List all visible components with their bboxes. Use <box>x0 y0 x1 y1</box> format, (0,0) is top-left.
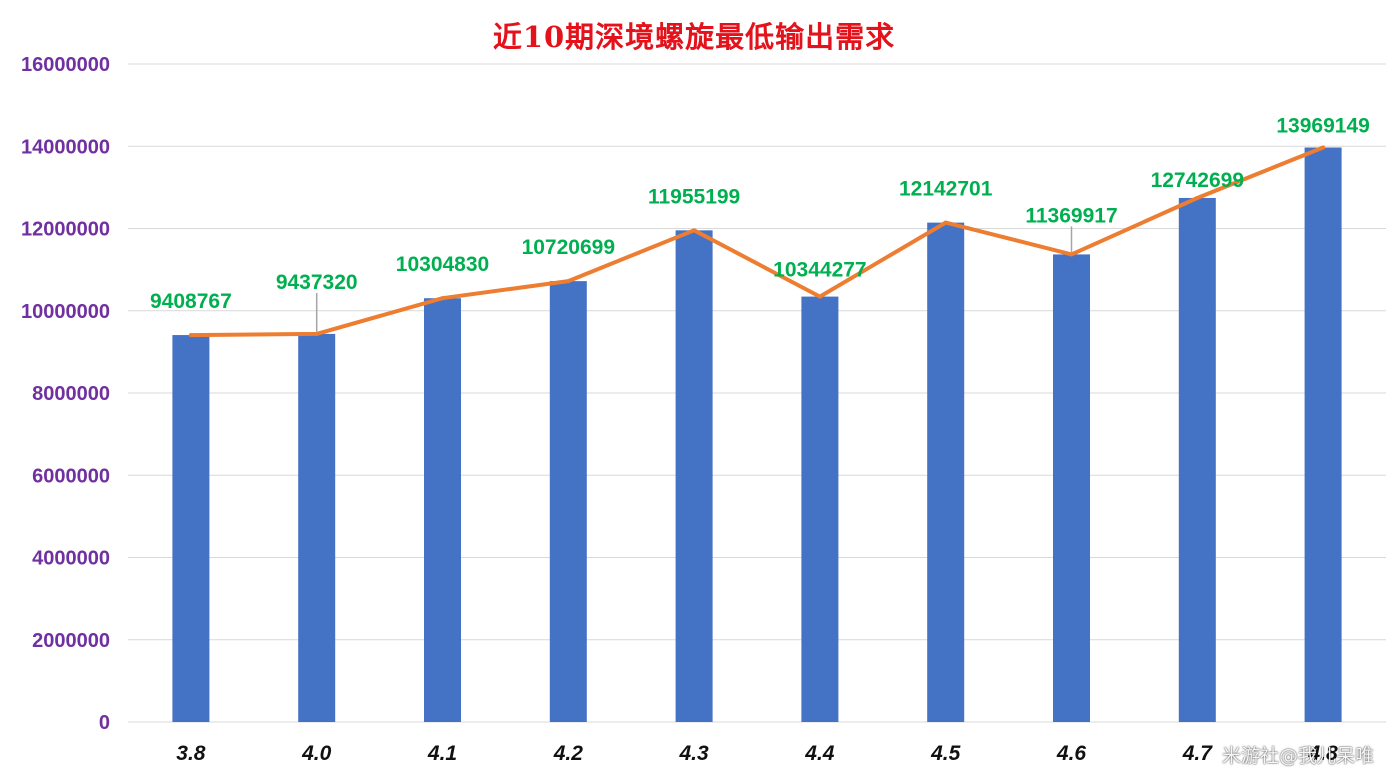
bar <box>424 298 461 722</box>
data-labels: 9408767 9437320 10304830 10720699 11955199 10… <box>150 115 1370 314</box>
bar <box>675 230 713 722</box>
bar <box>549 281 587 722</box>
x-tick-label: 4.8 <box>1307 742 1338 765</box>
line-point <box>943 220 948 225</box>
y-tick-label: 2000000 <box>32 630 110 652</box>
x-tick-label: 4.5 <box>930 742 961 765</box>
data-label: 13969149 <box>1276 115 1369 138</box>
line-point <box>692 228 697 233</box>
data-label: 12142701 <box>899 178 993 201</box>
data-label: 10720699 <box>522 236 615 259</box>
x-tick-label: 4.3 <box>678 742 709 765</box>
line-point <box>817 294 822 299</box>
chart-title: 近10期深境螺旋最低输出需求 <box>492 20 896 54</box>
x-tick-label: 4.4 <box>804 742 835 765</box>
watermark-text: 米游社@我儿呆唯 <box>1221 745 1374 767</box>
x-tick-label: 4.7 <box>1182 742 1214 765</box>
x-tick-label: 4.6 <box>1056 742 1087 765</box>
gridlines <box>128 63 1386 723</box>
y-tick-label: 16000000 <box>21 54 110 76</box>
y-tick-label: 0 <box>99 712 110 734</box>
line-point <box>566 279 571 284</box>
bar <box>927 222 965 723</box>
data-label: 10304830 <box>396 253 489 276</box>
data-label: 11369917 <box>1025 204 1117 227</box>
x-axis: 3.8 4.0 4.1 4.2 4.3 4.4 4.5 4.6 4.7 4.8 <box>176 742 1338 765</box>
x-tick-label: 4.2 <box>553 742 584 765</box>
y-tick-label: 10000000 <box>21 301 110 323</box>
trend-line <box>188 145 1326 338</box>
bar <box>172 335 210 722</box>
x-tick-label: 4.1 <box>427 742 457 765</box>
line-point <box>188 333 193 338</box>
data-label: 9408767 <box>150 290 232 313</box>
line-point <box>1321 145 1326 150</box>
x-tick-label: 4.0 <box>301 742 332 765</box>
line-point <box>440 296 445 301</box>
bar <box>298 333 336 722</box>
bar <box>1304 147 1342 723</box>
line-series <box>188 145 1326 338</box>
line-point <box>314 331 319 336</box>
label-leader-lines <box>315 226 1073 332</box>
y-tick-label: 4000000 <box>32 548 110 570</box>
bar-series <box>172 147 1342 723</box>
x-tick-label: 3.8 <box>176 742 206 765</box>
y-tick-label: 6000000 <box>32 465 110 487</box>
bar <box>801 296 839 722</box>
data-label: 11955199 <box>648 185 740 208</box>
line-point <box>1069 252 1074 257</box>
y-tick-label: 14000000 <box>21 136 110 158</box>
data-label: 12742699 <box>1151 169 1244 192</box>
data-label: 9437320 <box>276 271 358 294</box>
y-axis: 0 2000000 4000000 6000000 8000000 10000000 120… <box>21 54 110 734</box>
data-label: 10344277 <box>773 259 866 282</box>
bar <box>1053 254 1090 722</box>
bar <box>1178 197 1216 723</box>
line-point <box>1195 195 1200 200</box>
y-tick-label: 8000000 <box>32 383 110 405</box>
y-tick-label: 12000000 <box>21 219 110 241</box>
